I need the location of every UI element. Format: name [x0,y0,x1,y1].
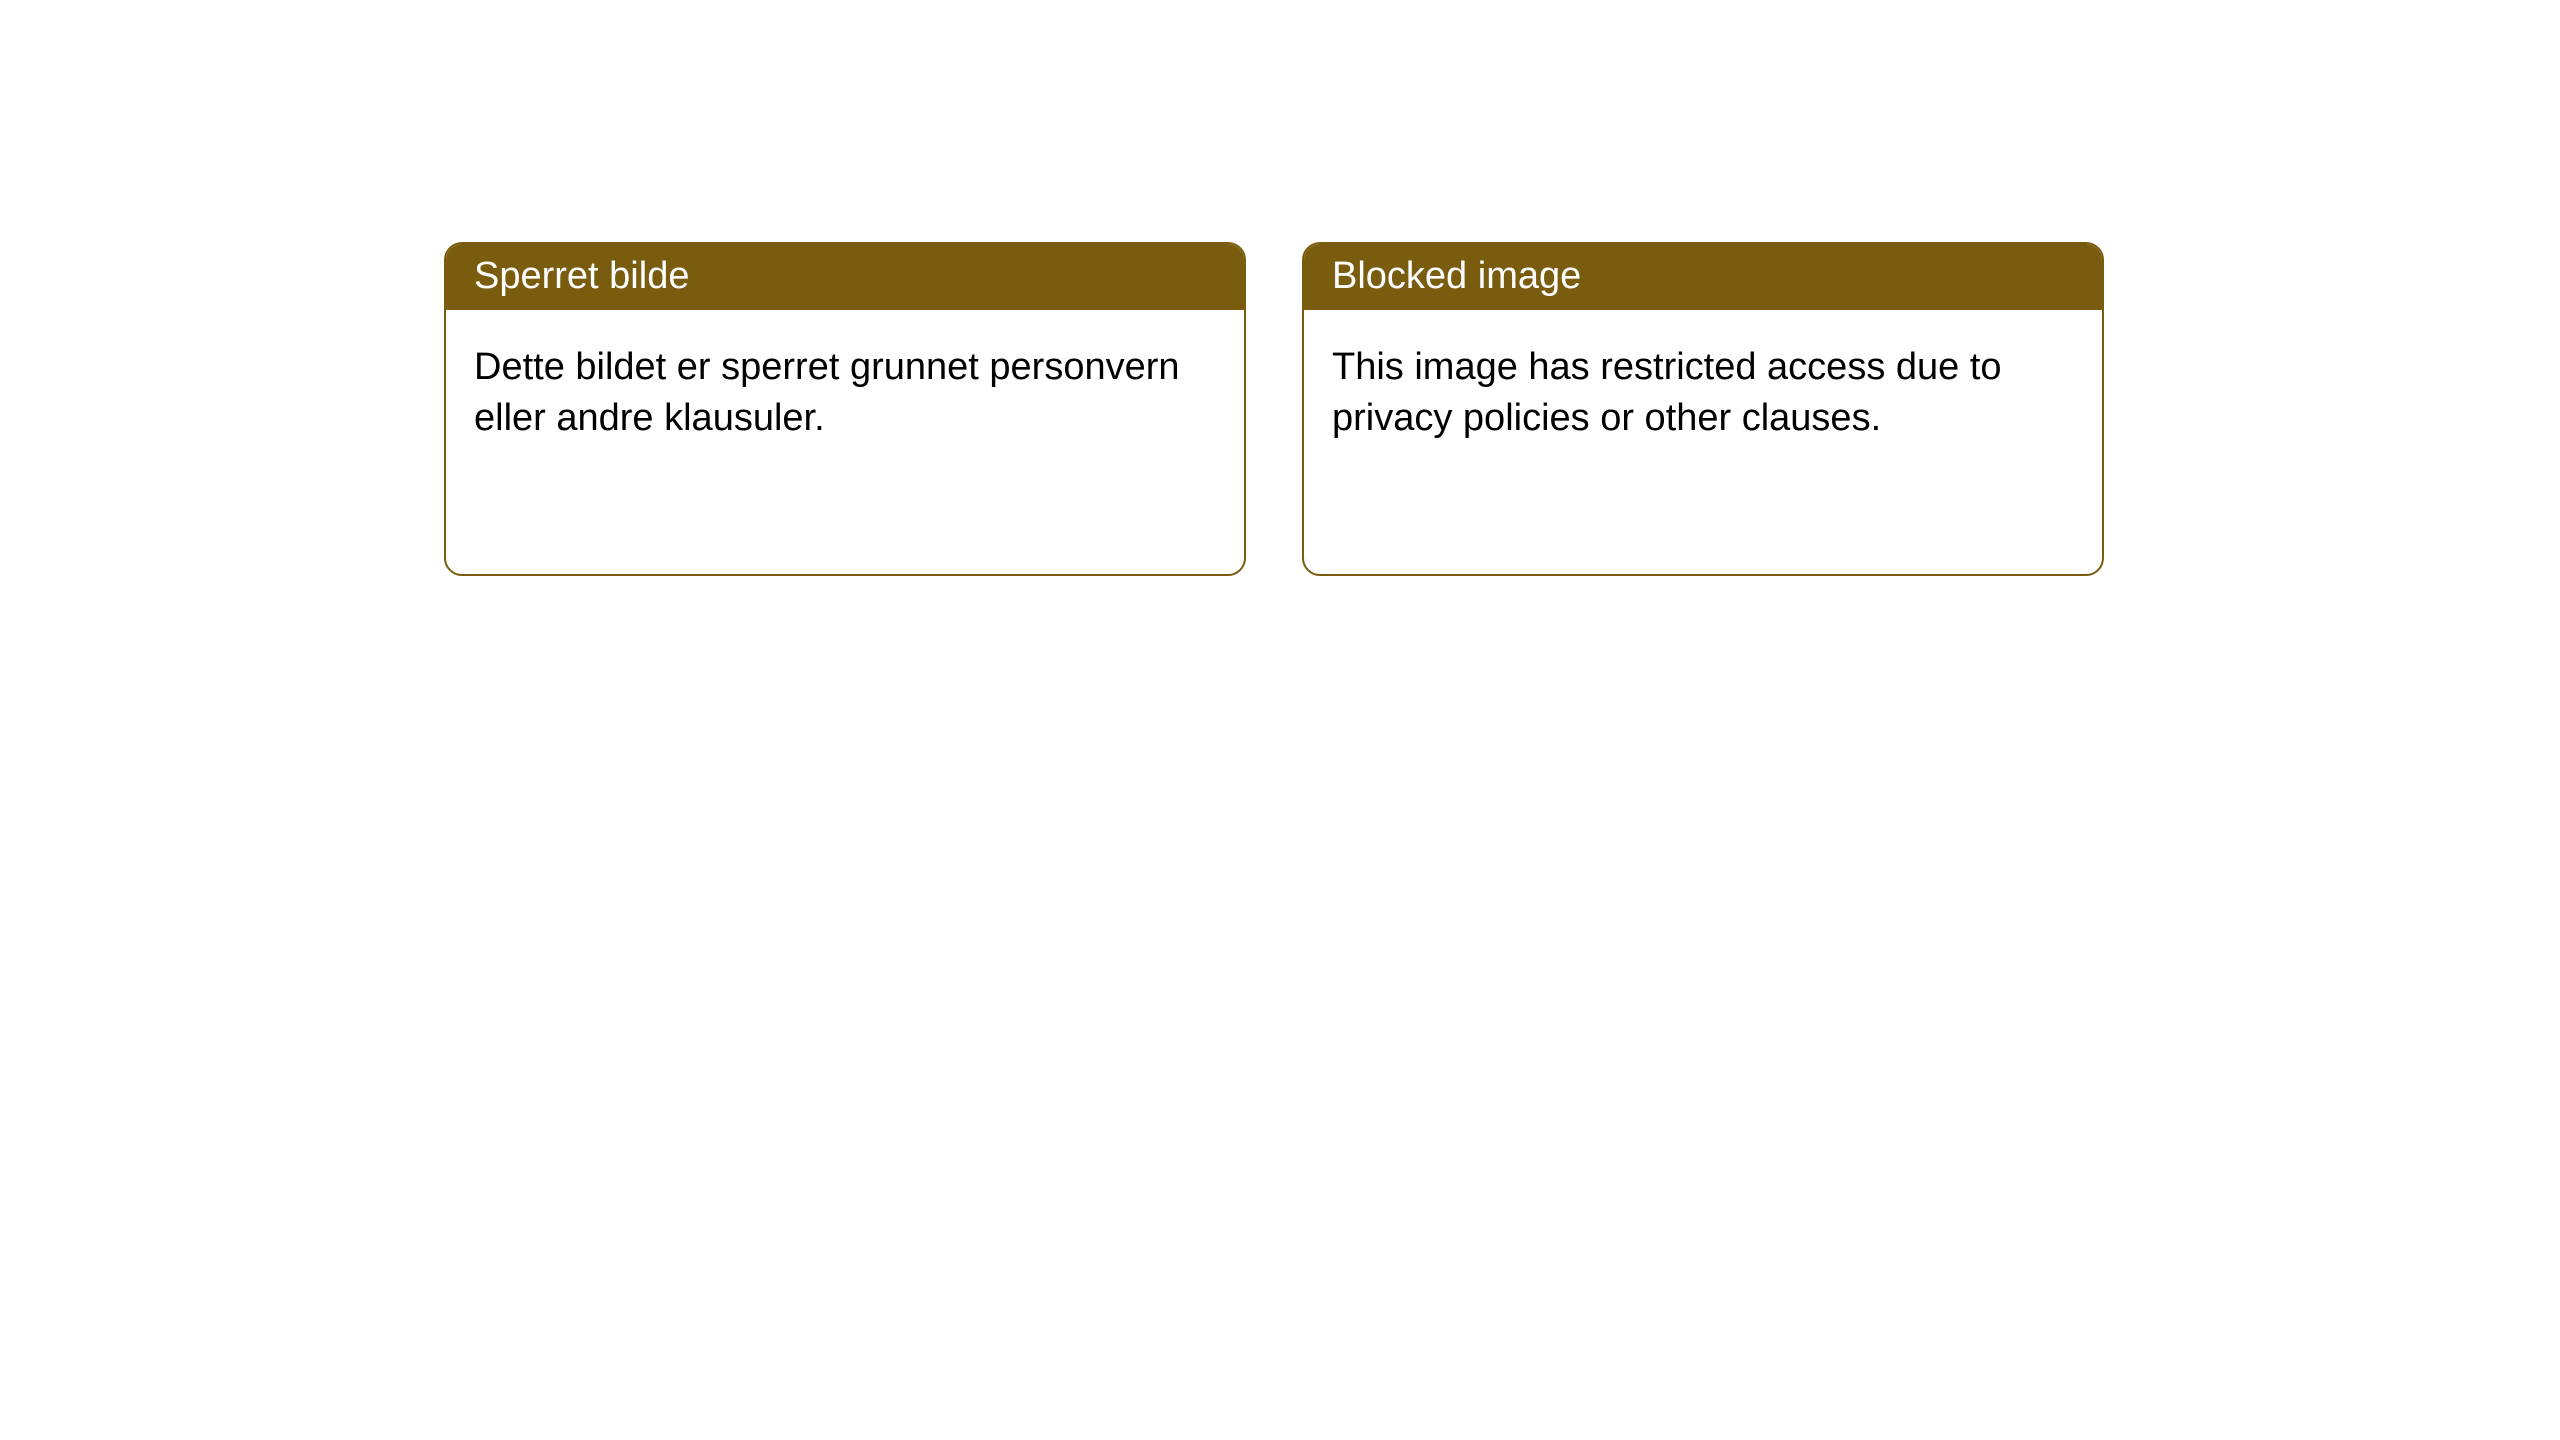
notice-header: Blocked image [1304,244,2102,310]
notice-card-english: Blocked image This image has restricted … [1302,242,2104,576]
notice-body: This image has restricted access due to … [1304,310,2102,477]
notice-body: Dette bildet er sperret grunnet personve… [446,310,1244,477]
notice-container: Sperret bilde Dette bildet er sperret gr… [0,0,2560,576]
notice-card-norwegian: Sperret bilde Dette bildet er sperret gr… [444,242,1246,576]
notice-header: Sperret bilde [446,244,1244,310]
